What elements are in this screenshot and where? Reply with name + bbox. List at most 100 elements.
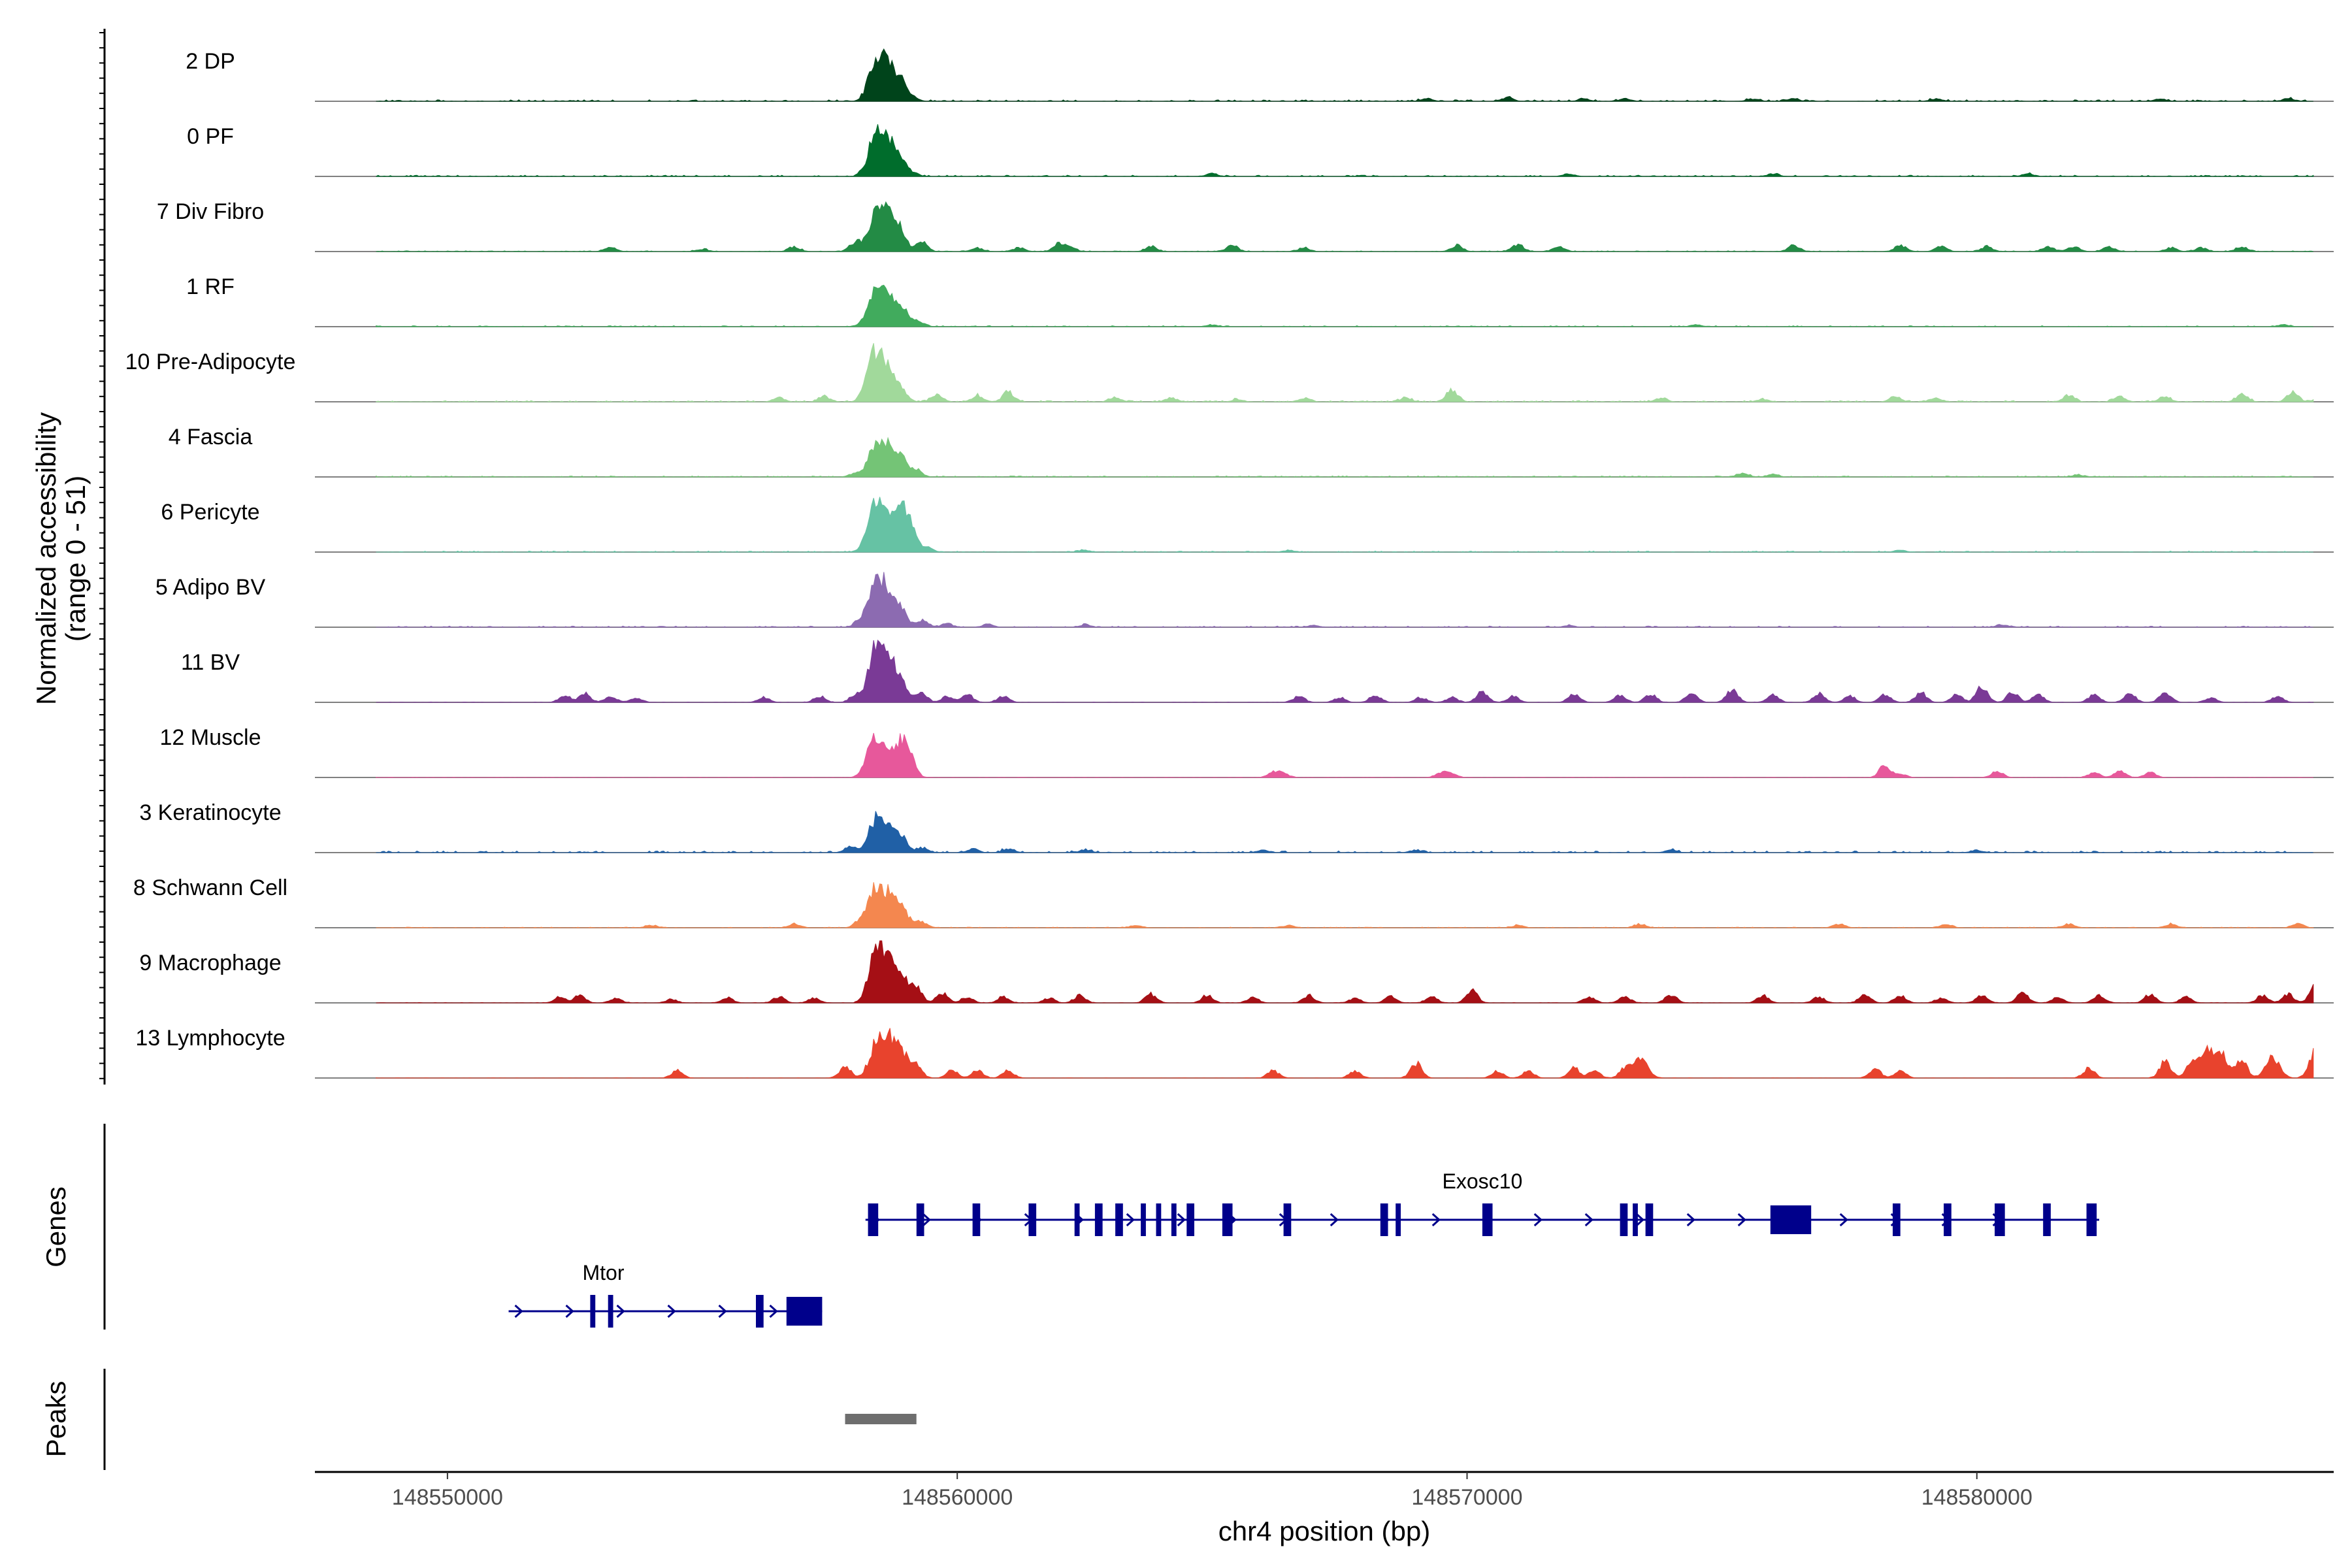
x-axis-title: chr4 position (bp) bbox=[1218, 1516, 1431, 1546]
gene-exon bbox=[1028, 1203, 1037, 1236]
peak-regions bbox=[845, 1414, 917, 1424]
peaks-label: Peaks bbox=[41, 1381, 71, 1458]
strand-chevron bbox=[1330, 1213, 1339, 1227]
gene-exon bbox=[1171, 1203, 1177, 1236]
coverage-area bbox=[376, 1028, 2314, 1079]
track-9-macrophage: 9 Macrophage bbox=[139, 940, 2334, 1004]
track-13-lymphocyte: 13 Lymphocyte bbox=[135, 1026, 2334, 1079]
x-tick-label: 148580000 bbox=[1921, 1485, 2033, 1510]
track-label: 5 Adipo BV bbox=[155, 575, 266, 600]
track-label: 11 BV bbox=[181, 650, 240, 675]
strand-chevron bbox=[922, 1213, 931, 1227]
track-label: 8 Schwann Cell bbox=[133, 875, 287, 900]
gene-exon bbox=[1482, 1203, 1493, 1236]
gene-exon bbox=[756, 1295, 764, 1328]
y-axis-title: Normalized accessibility bbox=[31, 412, 61, 705]
gene-exon bbox=[2043, 1203, 2051, 1236]
gene-exon bbox=[1944, 1203, 1952, 1236]
coverage-area bbox=[376, 572, 2313, 628]
gene-exon bbox=[1396, 1203, 1401, 1236]
coverage-area bbox=[376, 940, 2314, 1004]
gene-models: Exosc10 Mtor bbox=[508, 1169, 2100, 1328]
gene-exon bbox=[972, 1203, 981, 1236]
coverage-area bbox=[376, 343, 2314, 402]
gene-exon bbox=[1074, 1203, 1080, 1236]
strand-chevron bbox=[1431, 1213, 1441, 1227]
gene-exosc10: Exosc10 bbox=[865, 1169, 2100, 1236]
gene-exon bbox=[1645, 1203, 1654, 1236]
track-label: 10 Pre-Adipocyte bbox=[125, 350, 296, 374]
gene-exon bbox=[916, 1203, 924, 1236]
gene-exon bbox=[1283, 1203, 1292, 1236]
strand-chevron bbox=[1533, 1213, 1543, 1227]
track-label: 3 Keratinocyte bbox=[139, 800, 281, 825]
coverage-tracks: 2 DP 0 PF 7 Div Fibro 1 RF 10 Pre-Adipocyte 4… bbox=[125, 48, 2334, 1079]
y-axis-range: (range 0 - 51) bbox=[60, 476, 91, 642]
gene-exon bbox=[1380, 1203, 1388, 1236]
gene-exon bbox=[1115, 1203, 1123, 1236]
track-11-bv: 11 BV bbox=[181, 639, 2334, 703]
gene-exon bbox=[1186, 1203, 1194, 1236]
strand-chevron bbox=[667, 1304, 676, 1318]
coverage-area bbox=[376, 497, 2313, 553]
x-axis-ticks: 148550000 148560000 148570000 148580000 bbox=[392, 1472, 2033, 1510]
coverage-area bbox=[376, 436, 2313, 478]
gene-name: Mtor bbox=[583, 1261, 625, 1284]
strand-chevron bbox=[1737, 1213, 1746, 1227]
track-5-adipo-bv: 5 Adipo BV bbox=[155, 572, 2334, 628]
gene-exon bbox=[1620, 1203, 1628, 1236]
track-label: 0 PF bbox=[187, 124, 234, 149]
track-10-pre-adipocyte: 10 Pre-Adipocyte bbox=[125, 343, 2334, 402]
gene-exon bbox=[1156, 1203, 1162, 1236]
coverage-area bbox=[376, 48, 2313, 102]
strand-chevron bbox=[1584, 1213, 1593, 1227]
coverage-area bbox=[376, 284, 2313, 327]
coverage-area bbox=[376, 882, 2314, 928]
peak-region-bar bbox=[845, 1414, 917, 1424]
gene-exon bbox=[1893, 1203, 1901, 1236]
gene-mtor: Mtor bbox=[508, 1261, 823, 1328]
gene-exon bbox=[590, 1295, 596, 1328]
coverage-area bbox=[376, 732, 2313, 778]
strand-chevron bbox=[514, 1304, 523, 1318]
track-0-pf: 0 PF bbox=[187, 124, 2334, 177]
genes-label: Genes bbox=[41, 1186, 71, 1267]
track-label: 2 DP bbox=[186, 49, 235, 74]
coverage-area bbox=[376, 124, 2314, 177]
gene-exon bbox=[1222, 1203, 1233, 1236]
track-7-div-fibro: 7 Div Fibro bbox=[157, 199, 2334, 252]
gene-exon bbox=[786, 1297, 823, 1326]
gene-exon bbox=[608, 1295, 613, 1328]
track-label: 13 Lymphocyte bbox=[135, 1026, 285, 1051]
strand-chevron bbox=[1126, 1213, 1135, 1227]
gene-exon bbox=[1141, 1203, 1146, 1236]
strand-chevron bbox=[1635, 1213, 1644, 1227]
strand-chevron bbox=[1839, 1213, 1848, 1227]
x-tick-label: 148560000 bbox=[902, 1485, 1013, 1510]
gene-exon bbox=[868, 1203, 879, 1236]
track-label: 1 RF bbox=[186, 274, 235, 299]
track-label: 7 Div Fibro bbox=[157, 199, 264, 224]
strand-chevron bbox=[1177, 1213, 1186, 1227]
gene-exon bbox=[2086, 1203, 2097, 1236]
x-tick-label: 148570000 bbox=[1411, 1485, 1522, 1510]
gene-name: Exosc10 bbox=[1443, 1169, 1523, 1193]
gene-exon bbox=[1995, 1203, 2005, 1236]
gene-exon bbox=[1094, 1203, 1103, 1236]
coverage-area bbox=[376, 201, 2313, 252]
strand-chevron bbox=[718, 1304, 727, 1318]
coverage-y-ticks bbox=[99, 32, 105, 1079]
strand-chevron bbox=[565, 1304, 574, 1318]
track-4-fascia: 4 Fascia bbox=[169, 425, 2334, 478]
track-8-schwann-cell: 8 Schwann Cell bbox=[133, 875, 2334, 928]
track-3-keratinocyte: 3 Keratinocyte bbox=[139, 800, 2334, 853]
gene-exon bbox=[1633, 1203, 1638, 1236]
track-label: 12 Muscle bbox=[160, 725, 261, 750]
strand-chevron bbox=[616, 1304, 625, 1318]
track-12-muscle: 12 Muscle bbox=[160, 725, 2334, 778]
gene-exon bbox=[1770, 1205, 1812, 1234]
strand-chevron bbox=[1686, 1213, 1695, 1227]
coverage-area bbox=[376, 639, 2314, 703]
track-2-dp: 2 DP bbox=[186, 48, 2334, 102]
